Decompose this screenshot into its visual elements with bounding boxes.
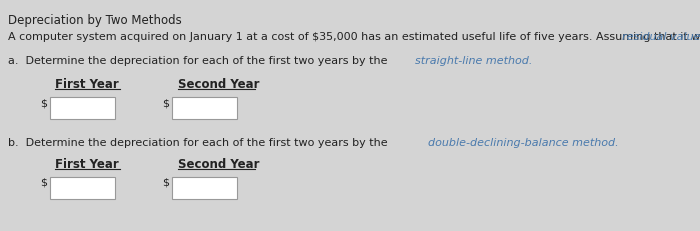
Text: A computer system acquired on January 1 at a cost of $35,000 has an estimated us: A computer system acquired on January 1 … — [8, 32, 700, 42]
Text: $: $ — [162, 97, 169, 108]
FancyBboxPatch shape — [172, 177, 237, 199]
FancyBboxPatch shape — [50, 177, 115, 199]
Text: Second Year: Second Year — [178, 157, 260, 170]
Text: straight-line method.: straight-line method. — [415, 56, 533, 66]
Text: a.  Determine the depreciation for each of the first two years by the: a. Determine the depreciation for each o… — [8, 56, 391, 66]
Text: $: $ — [40, 177, 47, 187]
Text: First Year: First Year — [55, 157, 119, 170]
Text: residual value.: residual value. — [622, 32, 700, 42]
Text: Second Year: Second Year — [178, 78, 260, 91]
Text: $: $ — [162, 177, 169, 187]
Text: Depreciation by Two Methods: Depreciation by Two Methods — [8, 14, 182, 27]
Text: First Year: First Year — [55, 78, 119, 91]
Text: b.  Determine the depreciation for each of the first two years by the: b. Determine the depreciation for each o… — [8, 137, 391, 147]
Text: double-declining-balance method.: double-declining-balance method. — [428, 137, 619, 147]
FancyBboxPatch shape — [172, 97, 237, 119]
FancyBboxPatch shape — [50, 97, 115, 119]
Text: $: $ — [40, 97, 47, 108]
